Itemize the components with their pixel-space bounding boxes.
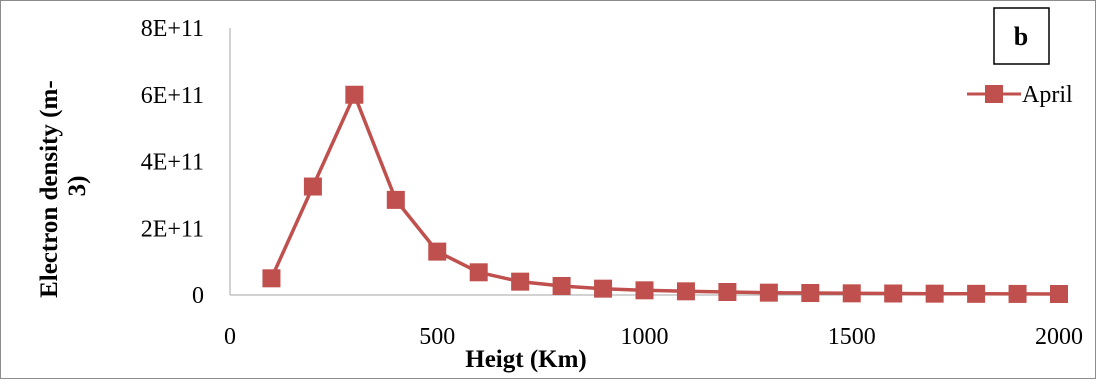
data-point-marker [262,269,281,288]
data-point-marker [842,284,861,303]
data-point-marker [1008,284,1027,303]
x-tick-label: 1500 [828,324,876,350]
data-point-marker [925,284,944,303]
x-tick-label: 0 [224,324,236,350]
x-tick-label: 1000 [621,324,669,350]
data-point-marker [801,283,820,302]
panel-label-border [993,7,1050,65]
legend: April [967,82,1073,108]
data-point-marker [676,282,695,301]
x-tick-label: 2000 [1035,324,1083,350]
data-point-marker [718,282,737,301]
legend-marker-april [985,85,1003,103]
data-point-marker [386,190,405,209]
legend-label-april: April [1022,82,1073,108]
data-point-marker [1050,284,1068,303]
data-point-marker [345,85,364,104]
data-point-marker [469,263,488,282]
data-point-marker [759,283,778,302]
y-axis-title-line-1: Electron density (m- [36,80,63,298]
data-point-marker [552,276,571,295]
data-point-marker [635,281,654,300]
x-tick-labels: 0 500 1000 1500 2000 [224,324,1083,350]
y-axis-title: Electron density (m- 3) [36,74,91,298]
data-point-marker [303,177,322,196]
panel-label: b [1014,22,1028,51]
y-tick-labels: 0 2E+11 4E+11 6E+11 8E+11 [141,16,204,309]
data-point-marker [428,242,447,261]
x-tick-label: 500 [419,324,455,350]
panel-label-box: b [993,7,1050,65]
y-tick-label: 6E+11 [141,83,204,109]
y-tick-label: 0 [192,283,204,309]
data-point-marker [967,284,986,303]
series-april [262,85,1068,303]
data-point-marker [511,272,530,291]
data-point-marker [884,284,903,303]
x-axis-title: Heigt (Km) [465,346,586,373]
y-axis-title-line-2: 3) [64,176,91,197]
data-point-marker [594,279,613,298]
y-tick-label: 8E+11 [141,16,204,42]
y-tick-label: 2E+11 [141,216,204,242]
y-tick-label: 4E+11 [141,150,204,176]
